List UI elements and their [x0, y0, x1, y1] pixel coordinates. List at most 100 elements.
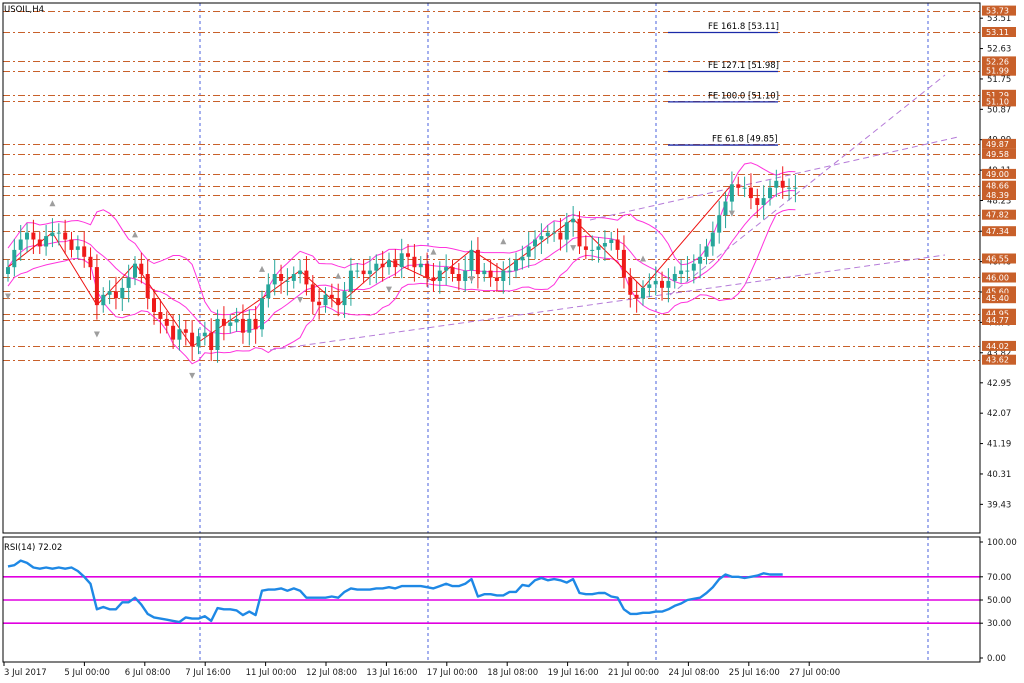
- candle-body-99: [634, 294, 639, 299]
- candle-body-41: [266, 284, 271, 299]
- channel-line-steep: [669, 74, 946, 296]
- y-tick-label-1: 52.63: [987, 45, 1011, 55]
- candle-body-32: [209, 332, 214, 350]
- candle-body-81: [520, 256, 525, 261]
- level-box-label-16: 45.40: [986, 294, 1009, 303]
- level-box-label-11: 47.82: [986, 211, 1009, 220]
- level-box-label-0: 53.73: [986, 7, 1009, 16]
- candle-body-2: [18, 239, 23, 250]
- candle-body-52: [336, 298, 341, 306]
- candle-body-103: [660, 280, 664, 288]
- candle-body-106: [679, 270, 684, 275]
- candle-body-116: [742, 187, 747, 189]
- candle-body-113: [723, 201, 728, 216]
- level-box-label-4: 51.29: [986, 91, 1009, 100]
- level-box-5: [982, 96, 1016, 107]
- level-box-12: [982, 226, 1016, 237]
- candle-body-28: [183, 329, 188, 333]
- candle-body-110: [704, 246, 709, 257]
- candle-body-112: [717, 215, 722, 233]
- level-box-8: [982, 168, 1016, 179]
- candle-body-72: [463, 270, 468, 281]
- candle-body-36: [234, 318, 239, 323]
- y-tick-label-0: 53.51: [987, 14, 1011, 24]
- candle-body-40: [260, 298, 264, 330]
- candle-body-89: [571, 218, 576, 223]
- candle-body-35: [228, 322, 233, 326]
- candle-body-79: [507, 270, 512, 272]
- candle-body-7: [50, 232, 55, 237]
- candle-body-47: [304, 270, 309, 285]
- candle-body-9: [63, 232, 68, 240]
- x-tick-label-13: 27 Jul 00:00: [789, 668, 840, 678]
- candle-body-95: [609, 239, 614, 243]
- candle-body-73: [469, 249, 474, 271]
- level-box-label-20: 43.62: [986, 356, 1009, 365]
- candle-body-34: [221, 318, 226, 326]
- candle-body-67: [431, 277, 436, 281]
- channel-line-upper: [589, 136, 959, 221]
- x-tick-label-7: 17 Jul 00:00: [427, 668, 478, 678]
- fractal-marker-10: [468, 276, 475, 283]
- candle-body-111: [710, 232, 715, 247]
- fractal-marker-6: [297, 296, 304, 303]
- candle-body-82: [526, 246, 531, 257]
- candle-body-108: [691, 263, 696, 271]
- level-box-3: [982, 65, 1016, 76]
- candle-body-19: [126, 277, 131, 288]
- level-box-16: [982, 293, 1016, 304]
- fractal-marker-5: [259, 265, 265, 272]
- level-box-label-13: 46.55: [986, 255, 1009, 264]
- candle-body-62: [399, 253, 404, 268]
- candle-body-1: [12, 249, 17, 268]
- x-tick-label-6: 13 Jul 16:00: [366, 668, 417, 678]
- candle-body-8: [56, 232, 61, 234]
- candle-body-100: [641, 287, 645, 299]
- level-box-11: [982, 209, 1016, 220]
- candle-body-66: [425, 263, 430, 278]
- channel-line-lower: [269, 254, 946, 351]
- candle-body-53: [342, 291, 347, 306]
- fractal-marker-8: [386, 286, 392, 293]
- level-box-6: [982, 138, 1016, 149]
- level-box-label-14: 46.00: [986, 274, 1009, 283]
- candle-body-115: [736, 184, 741, 188]
- rsi-y-tick-label-1: 70.00: [987, 573, 1011, 583]
- level-box-label-6: 49.87: [986, 140, 1009, 149]
- candle-body-90: [577, 218, 582, 247]
- candle-body-10: [69, 239, 74, 250]
- candle-body-39: [253, 318, 258, 330]
- candle-body-123: [787, 187, 791, 189]
- fe-label-1: FE 127.1 [51.98]: [708, 61, 779, 71]
- candle-body-68: [437, 270, 442, 281]
- candle-body-5: [37, 239, 42, 247]
- fractal-marker-14: [728, 210, 735, 217]
- candle-body-61: [393, 260, 398, 268]
- level-box-label-15: 45.60: [986, 287, 1009, 296]
- level-box-13: [982, 253, 1016, 264]
- candle-body-76: [488, 270, 493, 278]
- candle-body-55: [355, 270, 360, 272]
- candle-body-118: [755, 198, 760, 205]
- level-box-9: [982, 180, 1016, 191]
- y-tick-label-12: 42.95: [987, 379, 1011, 389]
- candle-body-60: [387, 260, 391, 268]
- candle-body-97: [621, 249, 626, 278]
- rsi-y-tick-label-0: 100.00: [987, 538, 1017, 548]
- candle-body-15: [101, 294, 106, 306]
- candle-body-4: [31, 232, 36, 240]
- candle-body-64: [412, 256, 417, 268]
- fractal-marker-7: [335, 272, 342, 279]
- y-tick-label-6: 48.23: [987, 197, 1011, 207]
- candle-body-124: [793, 187, 798, 189]
- candle-body-120: [768, 187, 772, 199]
- candle-body-18: [120, 287, 125, 299]
- level-box-label-17: 44.95: [986, 310, 1009, 319]
- candle-body-93: [596, 246, 601, 250]
- fractal-marker-1: [49, 200, 56, 207]
- candle-body-43: [279, 274, 284, 281]
- level-box-label-19: 44.02: [986, 342, 1009, 351]
- candle-body-96: [615, 239, 620, 250]
- candle-body-21: [139, 263, 144, 275]
- x-tick-label-8: 18 Jul 08:00: [487, 668, 538, 678]
